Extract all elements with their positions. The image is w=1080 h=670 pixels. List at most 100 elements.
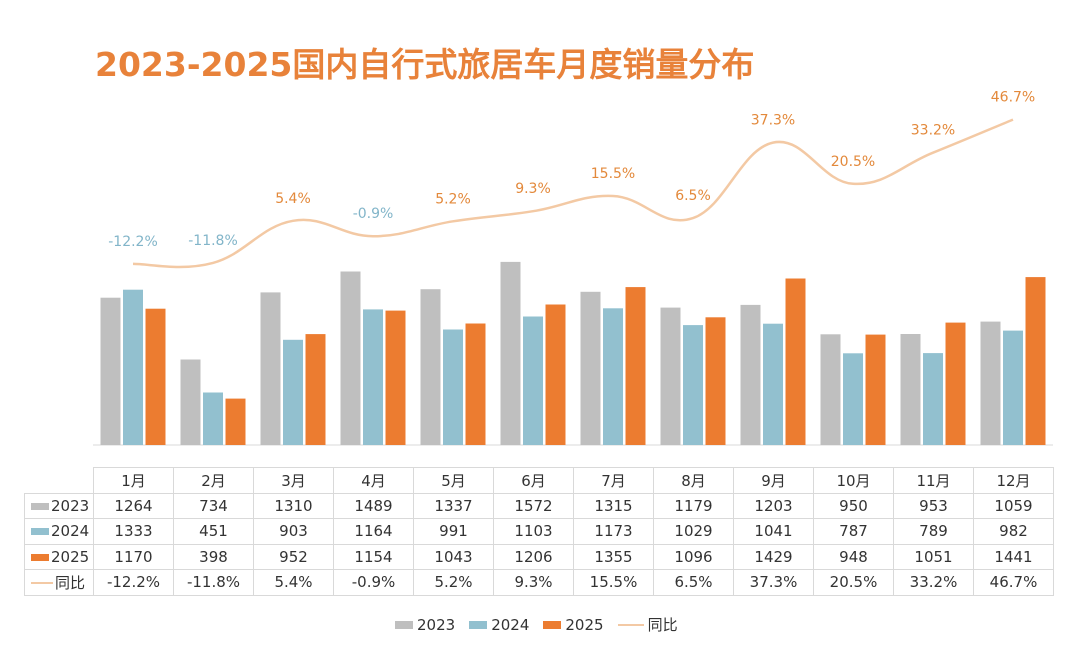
bar-2025-10 <box>865 334 886 445</box>
bar-2024-2 <box>203 392 223 445</box>
table-cell: 789 <box>893 518 974 545</box>
month-header-11: 11月 <box>893 467 974 494</box>
table-cell: 952 <box>253 543 334 570</box>
bar-2025-2 <box>225 398 246 445</box>
table-header-row: 1月 2月 3月 4月 5月 6月 7月 8月 9月 10月 11月 12月 <box>24 467 1054 494</box>
yoy-label-6: 9.3% <box>515 181 551 197</box>
bar-2025-6 <box>545 304 566 445</box>
table-cell: 1179 <box>653 492 734 519</box>
month-header-8: 8月 <box>653 467 734 494</box>
table-cell: 6.5% <box>653 569 734 596</box>
table-cell: 1103 <box>493 518 574 545</box>
table-cell: 1096 <box>653 543 734 570</box>
bar-2025-7 <box>625 287 646 445</box>
bar-2025-8 <box>705 317 726 445</box>
table-cell: 1429 <box>733 543 814 570</box>
table-cell: 1043 <box>413 543 494 570</box>
yoy-label-5: 5.2% <box>435 191 471 207</box>
legend-item-1: 2023 <box>395 616 455 634</box>
bar-2024-11 <box>923 353 943 445</box>
bar-2024-9 <box>763 323 783 445</box>
table-cell: 9.3% <box>493 569 574 596</box>
bar-2025-9 <box>785 278 806 445</box>
bar-2025-12 <box>1025 277 1046 445</box>
row-label: 2023 <box>24 492 94 519</box>
table-row: 2025 1170 398 952 1154 1043 1206 1355 1096 1429 94… <box>24 543 1054 570</box>
month-header-1: 1月 <box>93 467 174 494</box>
data-table: 1月 2月 3月 4月 5月 6月 7月 8月 9月 10月 11月 12月 2023 1264 734 13… <box>24 467 1054 596</box>
table-cell: 1154 <box>333 543 414 570</box>
row-label-text: 2023 <box>51 496 90 515</box>
table-cell: 1206 <box>493 543 574 570</box>
row-label-text: 同比 <box>55 573 86 592</box>
yoy-label-3: 5.4% <box>275 191 311 207</box>
bar-2024-12 <box>1003 330 1023 445</box>
row-label: 2024 <box>24 518 94 545</box>
row-swatch <box>31 553 49 561</box>
row-label-text: 2025 <box>51 547 90 566</box>
row-swatch <box>31 582 53 585</box>
table-cell: 5.4% <box>253 569 334 596</box>
table-cell: 451 <box>173 518 254 545</box>
bar-2024-10 <box>843 353 863 445</box>
yoy-label-4: -0.9% <box>353 206 394 222</box>
chart-title: 2023-2025国内自行式旅居车月度销量分布 <box>95 45 755 84</box>
yoy-line <box>132 118 1014 269</box>
bar-2024-6 <box>523 316 543 445</box>
table-cell: 5.2% <box>413 569 494 596</box>
legend-item-4: 同比 <box>617 614 678 635</box>
yoy-label-9: 37.3% <box>751 113 795 129</box>
bar-2025-4 <box>385 310 406 445</box>
bar-2024-5 <box>443 329 463 445</box>
legend: 2023 2024 2025 同比 <box>395 614 678 635</box>
row-swatch <box>31 528 49 536</box>
table-cell: 37.3% <box>733 569 814 596</box>
month-header-9: 9月 <box>733 467 814 494</box>
bar-2024-8 <box>683 325 703 445</box>
table-cell: 903 <box>253 518 334 545</box>
legend-label: 2025 <box>565 615 604 634</box>
table-cell: 950 <box>813 492 894 519</box>
row-swatch <box>31 502 49 510</box>
table-cell: 1051 <box>893 543 974 570</box>
bar-2023-8 <box>660 307 681 445</box>
bar-2023-2 <box>180 359 201 445</box>
table-cell: 1572 <box>493 492 574 519</box>
bar-2023-1 <box>100 297 121 445</box>
table-cell: 1264 <box>93 492 174 519</box>
bar-2023-7 <box>580 291 601 445</box>
legend-swatch <box>395 620 413 629</box>
table-row: 2023 1264 734 1310 1489 1337 1572 1315 1179 1203 9… <box>24 492 1054 519</box>
table-cell: 1173 <box>573 518 654 545</box>
bar-2024-7 <box>603 308 623 445</box>
month-header-2: 2月 <box>173 467 254 494</box>
table-cell: -0.9% <box>333 569 414 596</box>
yoy-label-10: 20.5% <box>831 154 875 170</box>
legend-item-3: 2025 <box>543 615 604 634</box>
legend-swatch <box>617 623 644 626</box>
table-cell: 1441 <box>973 543 1054 570</box>
bar-2023-6 <box>500 261 521 445</box>
yoy-label-11: 33.2% <box>911 123 955 139</box>
table-cell: 20.5% <box>813 569 894 596</box>
bar-2024-1 <box>123 289 143 445</box>
chart-plot: -12.2% -11.8% 5.4% -0.9% 5.2% 9.3% 15.5% 6.5% 37… <box>93 90 1053 446</box>
table-cell: 1315 <box>573 492 654 519</box>
table-row: 2024 1333 451 903 1164 991 1103 1173 1029 1041 787… <box>24 518 1054 545</box>
bar-2023-4 <box>340 271 361 445</box>
table-cell: -11.8% <box>173 569 254 596</box>
row-label-text: 2024 <box>51 522 90 541</box>
bar-2025-11 <box>945 322 966 445</box>
bar-2023-11 <box>900 334 921 445</box>
table-cell: 787 <box>813 518 894 545</box>
legend-label: 同比 <box>647 616 678 634</box>
table-corner <box>24 467 94 494</box>
table-cell: 1489 <box>333 492 414 519</box>
yoy-label-2: -11.8% <box>188 233 238 249</box>
table-cell: 953 <box>893 492 974 519</box>
bar-2023-5 <box>420 289 441 445</box>
yoy-label-7: 15.5% <box>591 166 635 182</box>
month-header-5: 5月 <box>413 467 494 494</box>
row-label: 2025 <box>24 543 94 570</box>
legend-label: 2023 <box>417 615 456 634</box>
